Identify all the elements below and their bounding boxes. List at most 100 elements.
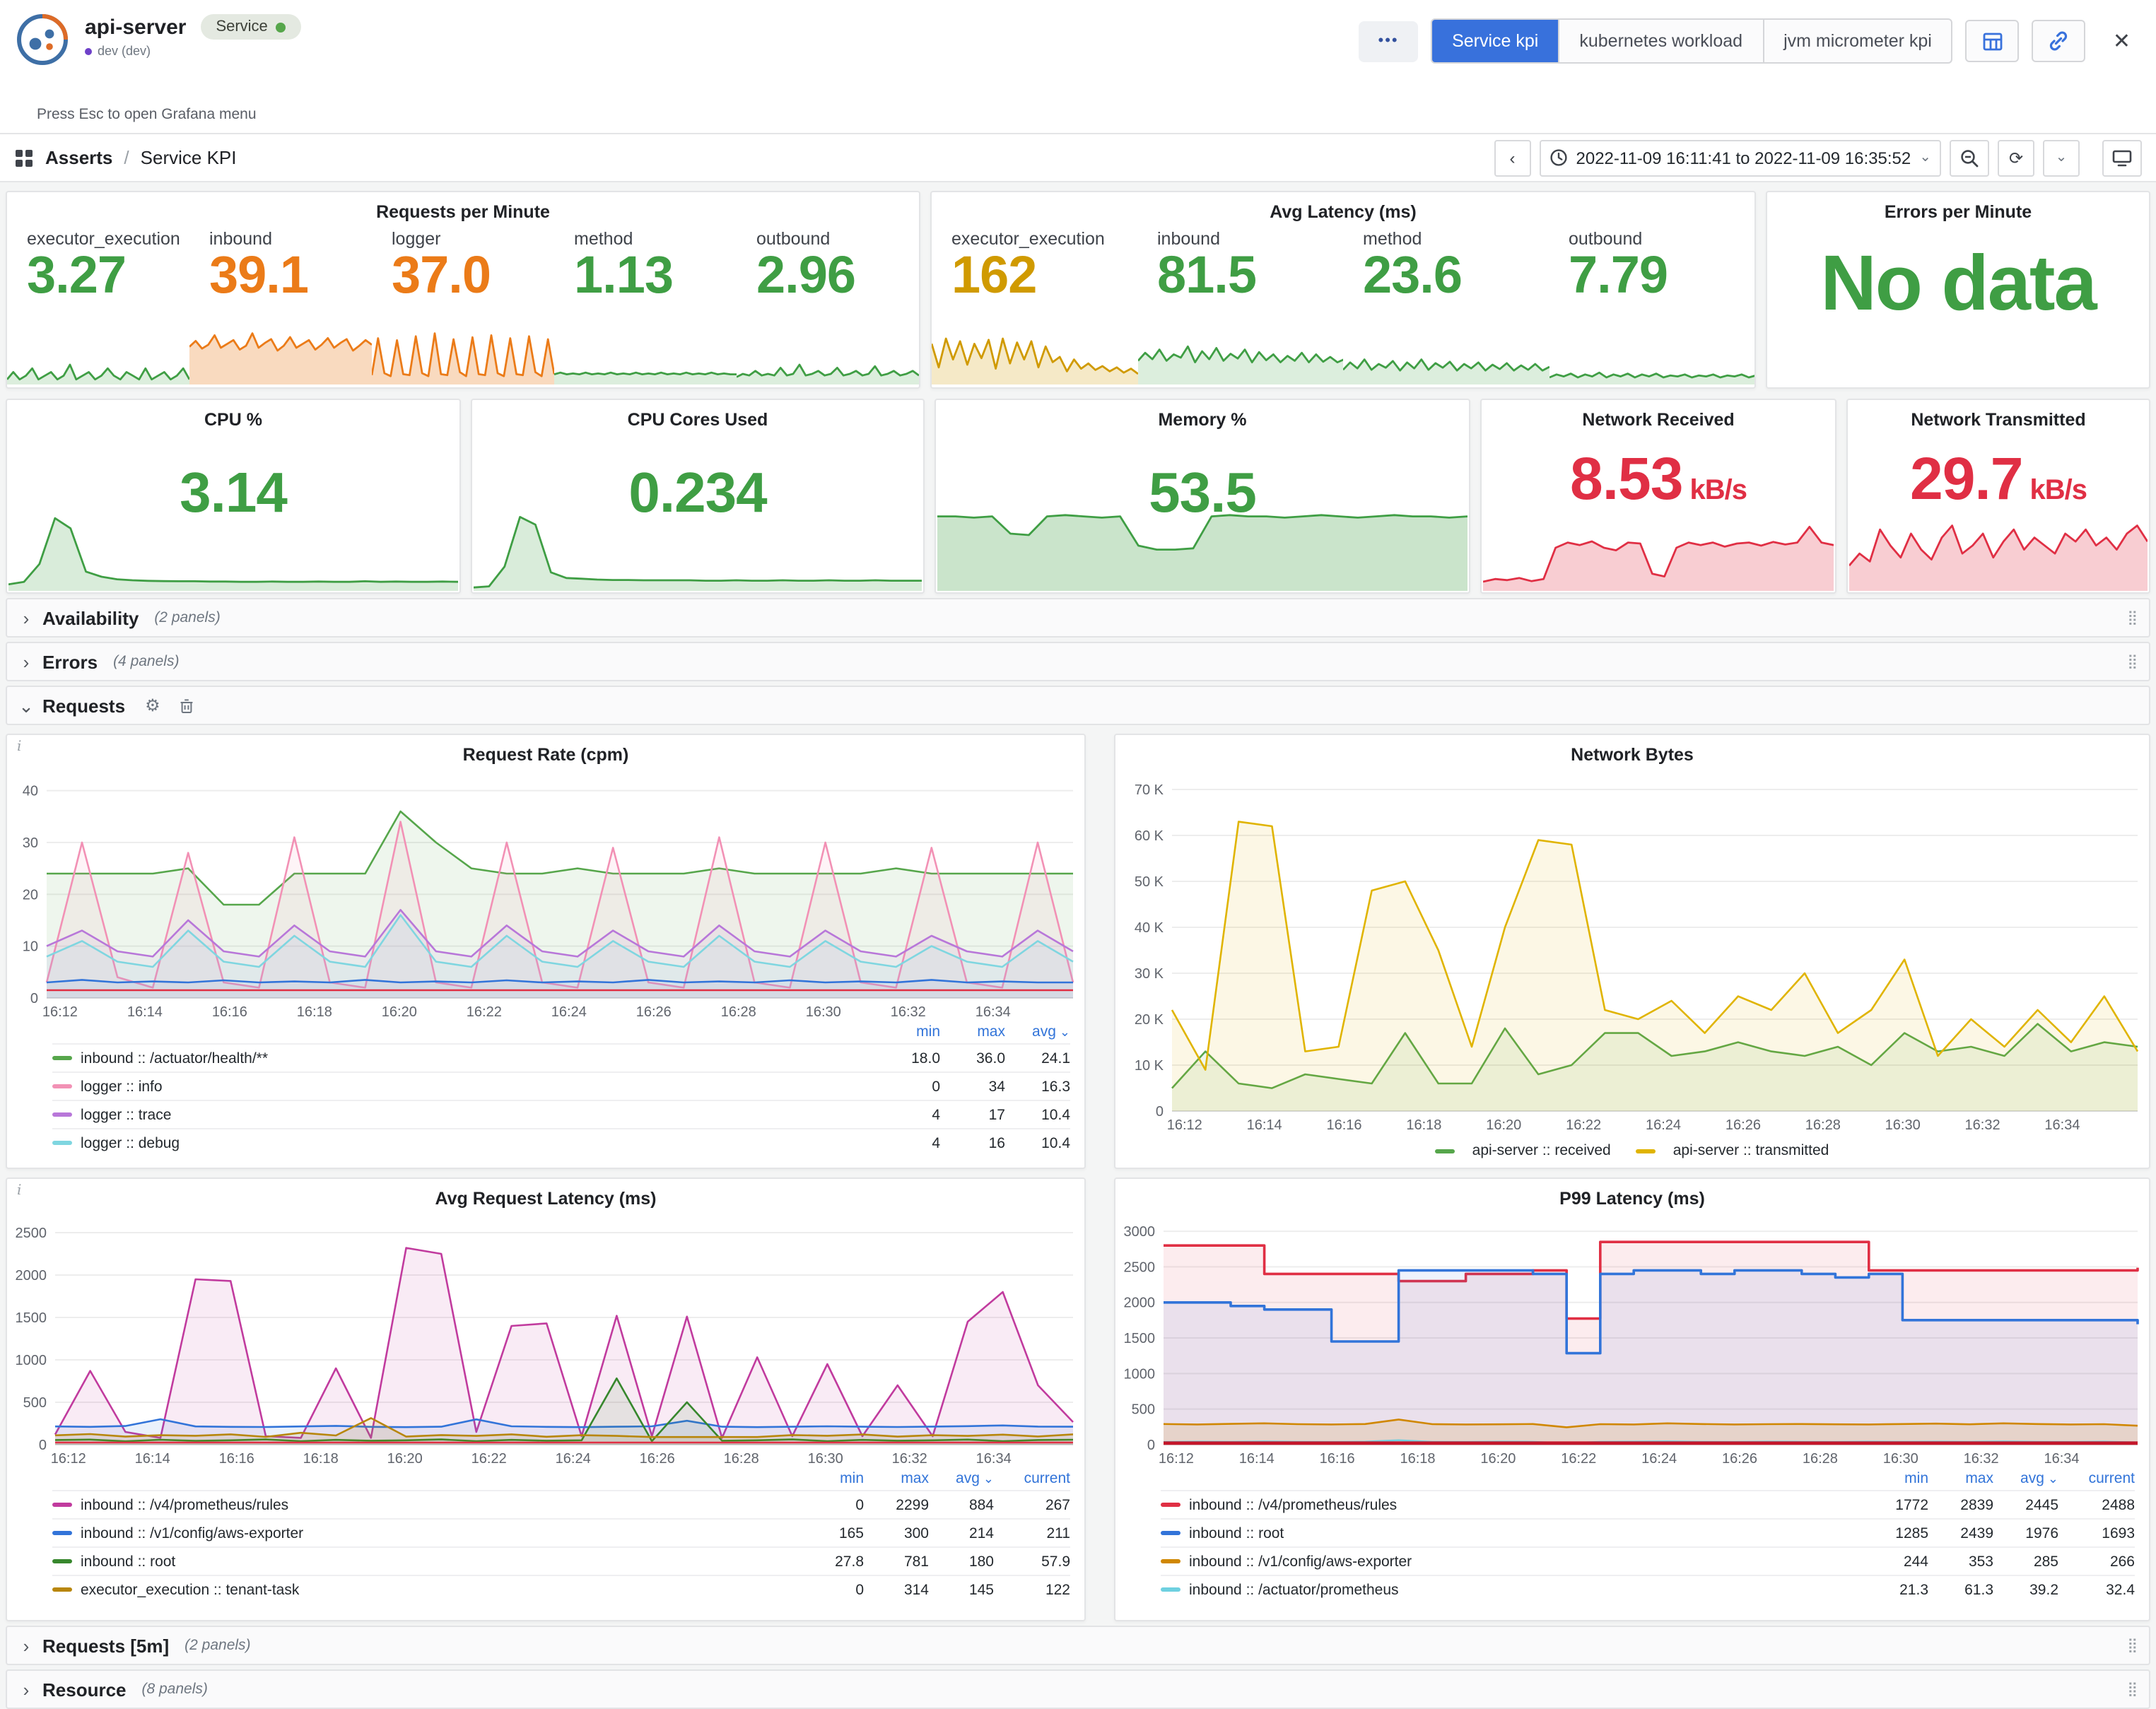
chart-canvas-network-bytes[interactable]: 010 K20 K30 K40 K50 K60 K70 K16:1216:141…: [1115, 769, 2149, 1134]
panel-title[interactable]: Request Rate (cpm): [7, 735, 1084, 769]
chevron-down-icon: ⌄: [1919, 150, 1931, 165]
chart-canvas-request-rate-cpm[interactable]: 01020304016:1216:1416:1616:1816:2016:221…: [7, 769, 1084, 1021]
panel-title[interactable]: Network Bytes: [1115, 735, 2149, 769]
legend-sort-avg[interactable]: avg ⌄: [929, 1470, 994, 1487]
section-label[interactable]: Availability: [42, 607, 139, 628]
legend-row[interactable]: logger :: trace41710.4: [52, 1100, 1070, 1128]
refresh-button[interactable]: ⟳: [1998, 139, 2034, 176]
svg-text:16:18: 16:18: [1400, 1451, 1436, 1467]
legend: api-server :: received api-server :: tran…: [1115, 1134, 2149, 1168]
legend-row[interactable]: logger :: info03416.3: [52, 1071, 1070, 1100]
chart-canvas-avg-request-latency-ms[interactable]: 0500100015002000250016:1216:1416:1616:18…: [7, 1213, 1084, 1467]
info-icon[interactable]: i: [17, 1183, 21, 1199]
panel-title[interactable]: Avg Latency (ms): [932, 192, 1754, 226]
section-label[interactable]: Requests: [42, 695, 125, 716]
gear-icon[interactable]: ⚙: [145, 695, 160, 715]
panel-title[interactable]: Errors per Minute: [1767, 192, 2149, 226]
svg-text:2000: 2000: [1124, 1296, 1156, 1311]
legend-sort-max[interactable]: max: [940, 1023, 1005, 1040]
legend-row[interactable]: inbound :: /v1/config/aws-exporter165300…: [52, 1518, 1070, 1546]
svg-text:16:34: 16:34: [976, 1004, 1011, 1020]
tab-service-kpi[interactable]: Service kpi: [1432, 20, 1558, 62]
legend-sort-max[interactable]: max: [1928, 1470, 1993, 1487]
cycle-view-mode-button[interactable]: [2102, 139, 2142, 176]
svg-text:30: 30: [23, 835, 38, 851]
drag-handle-icon[interactable]: ⣿: [2127, 1681, 2138, 1697]
legend-sort-min[interactable]: min: [875, 1023, 940, 1040]
legend-sort-min[interactable]: min: [1863, 1470, 1928, 1487]
breadcrumb-page: Service KPI: [141, 147, 237, 168]
legend-sort-min[interactable]: min: [799, 1470, 864, 1487]
section-label[interactable]: Errors: [42, 651, 98, 672]
row-section-availability[interactable]: › Availability (2 panels) ⣿: [6, 598, 2150, 638]
dashboard-content: Requests per Minuteexecutor_execution3.2…: [0, 182, 2156, 1709]
legend-sort-max[interactable]: max: [864, 1470, 929, 1487]
tab-jvm-micrometer-kpi[interactable]: jvm micrometer kpi: [1762, 20, 1952, 62]
time-shift-back-button[interactable]: ‹: [1494, 139, 1531, 176]
section-count: (8 panels): [142, 1681, 208, 1698]
legend-row[interactable]: logger :: debug41610.4: [52, 1128, 1070, 1156]
legend-sort-avg[interactable]: avg ⌄: [1993, 1470, 2058, 1487]
time-range-picker[interactable]: 2022-11-09 16:11:41 to 2022-11-09 16:35:…: [1540, 139, 1942, 176]
drag-handle-icon[interactable]: ⣿: [2127, 654, 2138, 669]
panel-title[interactable]: CPU Cores Used: [472, 400, 923, 434]
legend-row[interactable]: inbound :: /v1/config/aws-exporter244353…: [1161, 1546, 2135, 1575]
row-section-requests-5m[interactable]: › Requests [5m] (2 panels) ⣿: [6, 1626, 2150, 1665]
info-icon[interactable]: i: [17, 739, 21, 755]
more-options-button[interactable]: •••: [1359, 20, 1418, 61]
legend-row[interactable]: inbound :: root27.878118057.9: [52, 1546, 1070, 1575]
share-link-button[interactable]: [2032, 20, 2086, 62]
chart-canvas-p99-latency-ms[interactable]: 05001000150020002500300016:1216:1416:161…: [1115, 1213, 2149, 1467]
series-swatch-icon: [52, 1112, 72, 1117]
series-swatch-icon: [52, 1084, 72, 1088]
legend-row[interactable]: inbound :: /actuator/prometheus21.361.33…: [1161, 1575, 2135, 1603]
panel-cpu: CPU %3.14: [6, 399, 461, 594]
legend-row[interactable]: inbound :: /actuator/health/**18.036.024…: [52, 1043, 1070, 1071]
breadcrumb[interactable]: Asserts / Service KPI: [14, 147, 237, 168]
sparkline: [1343, 356, 1549, 384]
panel-title[interactable]: Memory %: [936, 400, 1469, 434]
svg-text:16:34: 16:34: [976, 1451, 1012, 1467]
section-label[interactable]: Requests [5m]: [42, 1635, 169, 1656]
panel-title[interactable]: Avg Request Latency (ms): [7, 1179, 1084, 1213]
drag-handle-icon[interactable]: ⣿: [2127, 1638, 2138, 1653]
panel-title[interactable]: Network Transmitted: [1848, 400, 2149, 434]
sparkline: [554, 370, 737, 384]
row-section-resource[interactable]: › Resource (8 panels) ⣿: [6, 1669, 2150, 1709]
stat-method: method1.13: [554, 226, 737, 384]
row-section-errors[interactable]: › Errors (4 panels) ⣿: [6, 642, 2150, 681]
panel-avg-latency-ms: Avg Latency (ms)executor_execution162inb…: [930, 191, 1756, 389]
panel-title[interactable]: Requests per Minute: [7, 192, 919, 226]
close-icon[interactable]: ✕: [2104, 27, 2139, 55]
refresh-interval-dropdown[interactable]: ⌄: [2043, 139, 2080, 176]
legend-row[interactable]: inbound :: /v4/prometheus/rules177228392…: [1161, 1490, 2135, 1518]
panel-title[interactable]: Network Received: [1482, 400, 1835, 434]
badge-label: Service: [216, 18, 267, 35]
row-section-requests[interactable]: ⌄ Requests ⚙: [6, 686, 2150, 725]
breadcrumb-root[interactable]: Asserts: [45, 147, 112, 168]
drag-handle-icon[interactable]: ⣿: [2127, 610, 2138, 626]
svg-text:16:12: 16:12: [1167, 1117, 1202, 1133]
panel-title[interactable]: CPU %: [7, 400, 459, 434]
section-label[interactable]: Resource: [42, 1679, 127, 1700]
asserts-logo-icon[interactable]: [14, 11, 71, 68]
legend-item[interactable]: api-server :: transmitted: [1636, 1142, 1829, 1159]
svg-text:70 K: 70 K: [1135, 782, 1164, 798]
resource-stat-row: CPU %3.14CPU Cores Used0.234Memory %53.5…: [6, 399, 2150, 594]
panel-title[interactable]: P99 Latency (ms): [1115, 1179, 2149, 1213]
tab-kubernetes-workload[interactable]: kubernetes workload: [1558, 20, 1762, 62]
legend-sort-current[interactable]: current: [994, 1470, 1070, 1487]
svg-text:0: 0: [1156, 1104, 1164, 1120]
legend-row[interactable]: inbound :: /v4/prometheus/rules022998842…: [52, 1490, 1070, 1518]
legend-sort-current[interactable]: current: [2058, 1470, 2135, 1487]
zoom-out-button[interactable]: [1950, 139, 1989, 176]
panel-network-received: Network Received8.53kB/s: [1480, 399, 1836, 594]
legend-sort-avg[interactable]: avg ⌄: [1005, 1023, 1070, 1040]
table-view-button[interactable]: [1966, 20, 2020, 62]
trash-icon[interactable]: [180, 698, 194, 713]
series-swatch-icon: [1436, 1149, 1455, 1153]
legend-item[interactable]: api-server :: received: [1436, 1142, 1611, 1159]
legend-row[interactable]: executor_execution :: tenant-task0314145…: [52, 1575, 1070, 1603]
legend-row[interactable]: inbound :: root1285243919761693: [1161, 1518, 2135, 1546]
section-count: (4 panels): [113, 653, 179, 670]
